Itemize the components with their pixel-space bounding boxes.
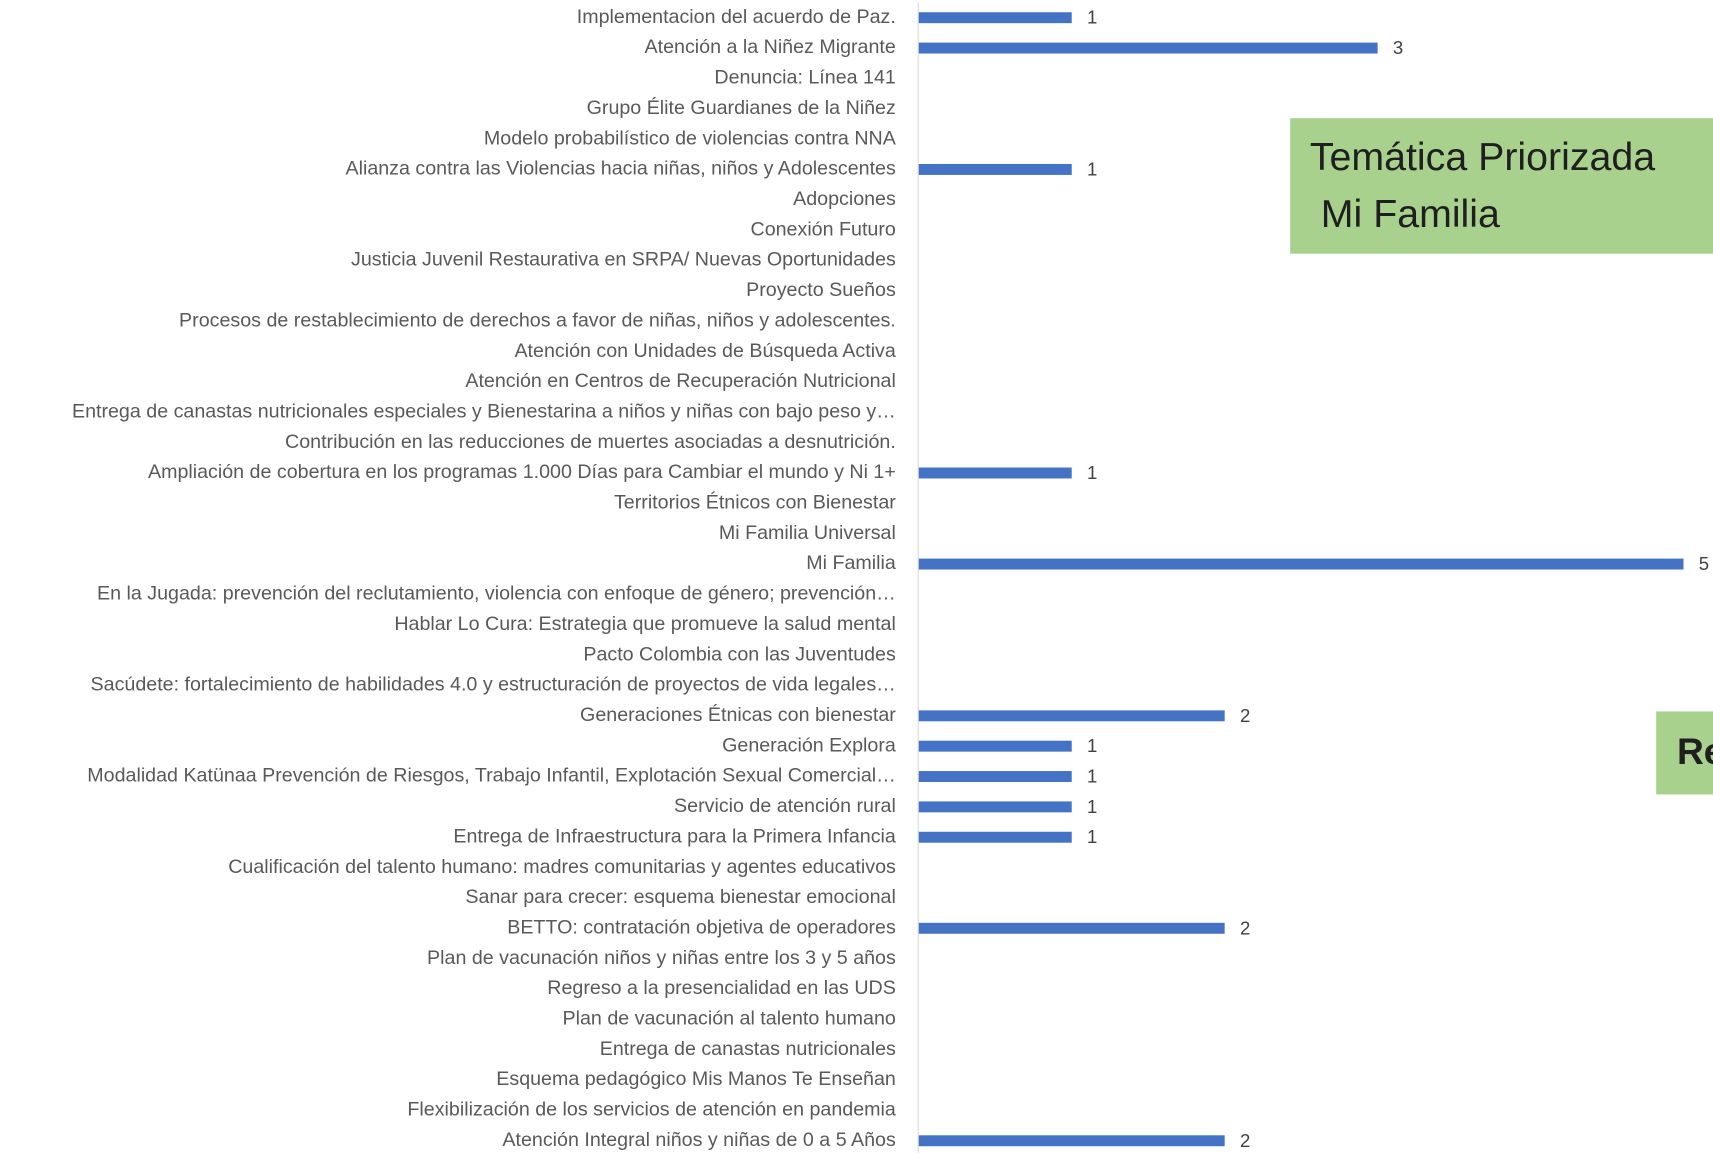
bar (918, 831, 1072, 843)
value-label: 1 (1087, 735, 1097, 756)
annotation-text: Temática Priorizada (1310, 135, 1655, 179)
category-label: Pacto Colombia con las Juventudes (583, 643, 896, 665)
annotation-text: Mi Familia (1310, 192, 1500, 236)
category-label: En la Jugada: prevención del reclutamien… (97, 583, 896, 605)
category-label: Ampliación de cobertura en los programas… (148, 461, 896, 483)
category-label: Modelo probabilístico de violencias cont… (484, 127, 897, 149)
bar (918, 42, 1378, 54)
bar (918, 740, 1072, 752)
value-label: 1 (1087, 826, 1097, 847)
bar (918, 1135, 1225, 1147)
category-label: Contribución en las reducciones de muert… (285, 431, 896, 453)
value-label: 1 (1087, 462, 1097, 483)
bar (918, 12, 1072, 24)
category-label: Regreso a la presencialidad en las UDS (547, 977, 896, 999)
category-label: Justicia Juvenil Restaurativa en SRPA/ N… (351, 249, 896, 271)
value-label: 5 (1699, 553, 1709, 574)
category-label: Entrega de canastas nutricionales especi… (72, 400, 896, 422)
category-label: Mi Familia Universal (719, 522, 896, 544)
category-label: Flexibilización de los servicios de aten… (407, 1099, 895, 1121)
value-label: 2 (1240, 705, 1250, 726)
category-label: Plan de vacunación al talento humano (563, 1008, 896, 1030)
category-label: Modalidad Katünaa Prevención de Riesgos,… (87, 765, 896, 787)
category-label: Mi Familia (806, 552, 896, 574)
category-label: Entrega de canastas nutricionales (600, 1038, 896, 1060)
value-label: 1 (1087, 766, 1097, 787)
category-label: Atención con Unidades de Búsqueda Activa (514, 340, 895, 362)
bar (918, 922, 1225, 934)
value-label: 1 (1087, 7, 1097, 28)
category-label: Atención a la Niñez Migrante (645, 36, 896, 58)
category-label: Hablar Lo Cura: Estrategia que promueve … (394, 613, 896, 635)
category-label: Adopciones (793, 188, 896, 210)
category-label: Generación Explora (722, 734, 896, 756)
category-label: BETTO: contratación objetiva de operador… (507, 916, 896, 938)
category-label: Conexión Futuro (751, 218, 896, 240)
bar (918, 558, 1684, 570)
annotation-box (1656, 711, 1713, 795)
category-label: Generaciones Étnicas con bienestar (580, 703, 896, 726)
category-label: Implementacion del acuerdo de Paz. (577, 6, 896, 28)
bar (918, 164, 1072, 175)
category-label: Denuncia: Línea 141 (714, 67, 895, 89)
category-label: Cualificación del talento humano: madres… (228, 856, 896, 878)
bar (918, 710, 1225, 722)
category-label: Servicio de atención rural (674, 795, 896, 817)
category-label: Grupo Élite Guardianes de la Niñez (587, 96, 896, 119)
value-label: 3 (1393, 37, 1403, 58)
category-label: Sanar para crecer: esquema bienestar emo… (465, 886, 895, 908)
category-label: Alianza contra las Violencias hacia niña… (345, 158, 896, 180)
category-label: Proyecto Sueños (746, 279, 896, 301)
value-label: 1 (1087, 796, 1097, 817)
category-label: Territorios Étnicos con Bienestar (614, 491, 896, 514)
annotation-box (1290, 118, 1713, 254)
annotation-text: Re (1677, 730, 1713, 772)
category-label: Entrega de Infraestructura para la Prime… (453, 825, 896, 847)
category-label: Procesos de restablecimiento de derechos… (179, 309, 896, 331)
bar (918, 467, 1072, 479)
category-label: Atención en Centros de Recuperación Nutr… (465, 370, 895, 392)
value-label: 2 (1240, 1130, 1250, 1151)
value-label: 2 (1240, 917, 1250, 938)
category-label: Sacúdete: fortalecimiento de habilidades… (91, 674, 896, 696)
category-label: Esquema pedagógico Mis Manos Te Enseñan (496, 1068, 896, 1090)
category-label: Atención Integral niños y niñas de 0 a 5… (502, 1129, 896, 1151)
value-label: 1 (1087, 158, 1097, 179)
bar (918, 801, 1072, 813)
bar (918, 771, 1072, 782)
category-label: Plan de vacunación niños y niñas entre l… (427, 947, 896, 969)
